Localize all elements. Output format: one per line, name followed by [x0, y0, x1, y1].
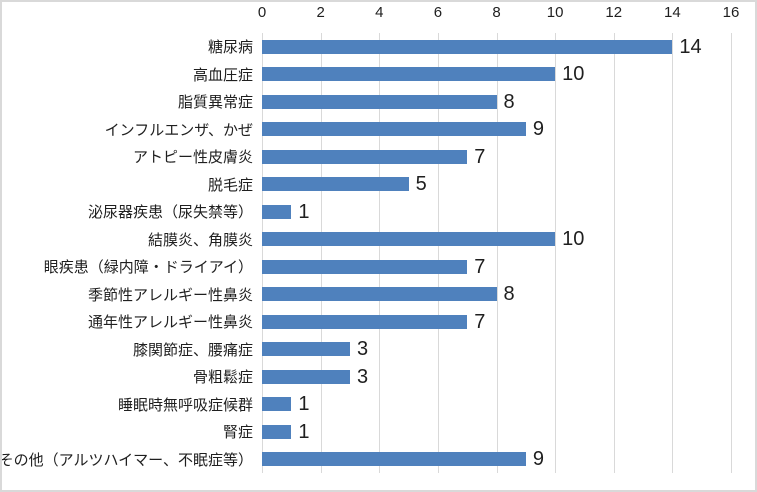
bar	[262, 177, 409, 192]
category-label: その他（アルツハイマー、不眠症等）	[0, 451, 253, 469]
data-label: 9	[532, 448, 544, 471]
bar-row: 7	[262, 253, 485, 281]
bar	[262, 94, 497, 109]
bar	[262, 369, 350, 384]
x-axis-tick-label: 14	[664, 4, 681, 21]
bar	[262, 259, 468, 274]
data-label: 8	[503, 90, 515, 113]
category-label: 糖尿病	[207, 39, 253, 57]
gridline-x-6	[437, 33, 439, 473]
bar-row: 9	[262, 116, 544, 144]
bar	[262, 39, 673, 54]
gridline-x-2	[320, 33, 322, 473]
bar	[262, 67, 556, 82]
category-label: 脂質異常症	[177, 94, 253, 112]
gridline-x-14	[672, 33, 674, 473]
gridline-x-16	[731, 33, 732, 473]
x-axis-tick-label: 4	[375, 4, 384, 21]
bar-row: 1	[262, 391, 309, 419]
bar-row: 5	[262, 171, 427, 199]
data-label: 14	[679, 35, 702, 58]
bar-row: 10	[262, 61, 584, 89]
gridline-x-10	[555, 33, 557, 473]
data-label: 7	[474, 310, 486, 333]
data-label: 9	[532, 118, 544, 141]
bar-row: 10	[262, 226, 584, 254]
bar-row: 7	[262, 143, 485, 171]
bar-row: 9	[262, 446, 544, 474]
bar-row: 8	[262, 281, 515, 309]
data-label: 7	[474, 255, 486, 278]
bar	[262, 314, 468, 329]
x-axis-tick-label: 16	[722, 4, 740, 21]
category-label: 睡眠時無呼吸症候群	[117, 396, 253, 414]
bar	[262, 424, 292, 439]
bar	[262, 452, 526, 467]
bar	[262, 122, 526, 137]
bar-row: 7	[262, 308, 485, 336]
category-label: 腎症	[222, 424, 253, 442]
category-label: インフルエンザ、かぜ	[104, 121, 253, 139]
bar-row: 8	[262, 88, 515, 116]
category-label: 季節性アレルギー性鼻炎	[87, 286, 253, 304]
category-label: 高血圧症	[192, 66, 253, 84]
data-label: 3	[356, 365, 369, 388]
data-label: 3	[356, 338, 369, 361]
category-label: 眼疾患（緑内障・ドライアイ）	[43, 259, 253, 277]
data-label: 1	[298, 420, 310, 443]
category-label: 結膜炎、角膜炎	[147, 231, 253, 249]
data-label: 1	[298, 393, 310, 416]
bar-row: 1	[262, 198, 309, 226]
bar	[262, 342, 350, 357]
bar	[262, 149, 468, 164]
bar-row: 3	[262, 363, 368, 391]
data-label: 8	[503, 283, 515, 306]
x-axis-tick-label: 6	[433, 4, 443, 21]
gridline-x-4	[379, 33, 381, 473]
category-label: 泌尿器疾患（尿失禁等）	[87, 204, 253, 222]
data-label: 1	[298, 200, 310, 223]
gridline-x-0	[262, 33, 263, 473]
x-axis-tick-label: 10	[546, 4, 564, 21]
bar	[262, 287, 497, 302]
category-label: 膝関節症、腰痛症	[132, 341, 253, 359]
bar-row: 3	[262, 336, 368, 364]
gridline-x-8	[496, 33, 498, 473]
category-label: 脱毛症	[207, 176, 253, 194]
x-axis-tick-label: 2	[316, 4, 325, 21]
bar-row: 1	[262, 418, 309, 446]
gridline-x-12	[613, 33, 615, 473]
category-label: アトピー性皮膚炎	[132, 149, 253, 167]
data-label: 7	[474, 145, 486, 168]
bar	[262, 232, 556, 247]
category-label: 骨粗鬆症	[192, 369, 253, 387]
data-label: 5	[415, 173, 427, 196]
x-axis-tick-label: 0	[257, 4, 267, 21]
data-label: 10	[562, 228, 585, 251]
bar	[262, 397, 292, 412]
x-axis-tick-label: 8	[492, 4, 501, 21]
x-axis-tick-label: 12	[605, 4, 623, 21]
bar-row: 14	[262, 33, 702, 61]
data-label: 10	[562, 63, 585, 86]
category-label: 通年性アレルギー性鼻炎	[87, 314, 253, 332]
bar	[262, 204, 292, 219]
